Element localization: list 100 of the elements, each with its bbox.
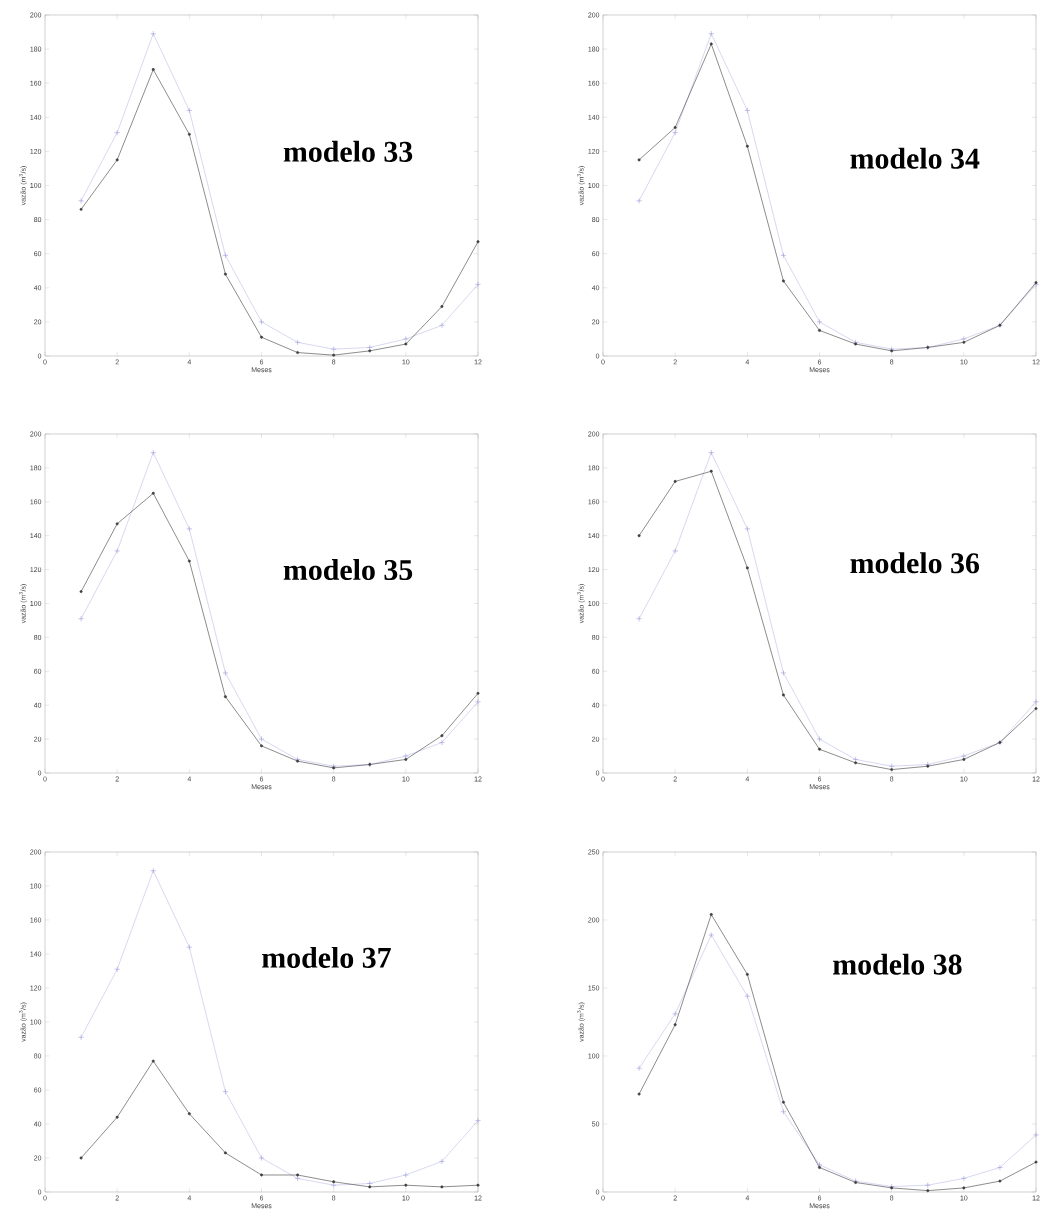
point (150, 30, 157, 37)
point (438, 322, 445, 329)
annotation: modelo 38 (832, 953, 962, 975)
point (781, 279, 785, 283)
point (708, 932, 715, 938)
point (673, 479, 677, 483)
point (330, 346, 337, 353)
point (114, 966, 120, 973)
point (332, 1180, 336, 1184)
point (745, 566, 749, 570)
point (115, 522, 119, 526)
point (186, 944, 193, 951)
point (296, 351, 299, 355)
point (817, 328, 821, 332)
point (186, 526, 193, 532)
annotation: modelo 33 (283, 140, 413, 162)
point (259, 335, 263, 339)
point (222, 252, 229, 259)
point (1034, 707, 1038, 711)
point (960, 336, 967, 342)
point (672, 548, 678, 554)
point (672, 129, 678, 136)
annotation: modelo 34 (850, 147, 980, 169)
point (709, 913, 713, 917)
point (438, 739, 445, 746)
point (223, 695, 227, 699)
point (258, 1155, 265, 1161)
point (637, 534, 641, 538)
point (816, 736, 823, 742)
point (366, 344, 373, 351)
point (962, 757, 966, 761)
point (222, 670, 229, 676)
point (258, 736, 265, 742)
point (745, 144, 749, 148)
point (960, 1175, 967, 1182)
point (187, 559, 191, 563)
point (404, 757, 408, 761)
point (402, 1172, 409, 1178)
point (296, 1173, 299, 1177)
point (709, 469, 713, 473)
point (637, 1092, 641, 1096)
point (115, 1115, 119, 1119)
point (368, 1185, 372, 1189)
point (366, 1180, 373, 1187)
point (332, 353, 336, 357)
point (186, 107, 193, 114)
point (151, 68, 155, 72)
point (781, 1100, 785, 1104)
point (637, 158, 641, 162)
point (115, 158, 119, 162)
point (817, 1166, 821, 1170)
point (476, 1183, 480, 1187)
point (962, 340, 966, 344)
point (79, 1156, 83, 1160)
point (294, 339, 301, 346)
point (924, 1182, 931, 1189)
point (402, 753, 409, 759)
point (854, 761, 857, 765)
point (404, 342, 408, 346)
point (223, 1151, 227, 1155)
point (440, 734, 444, 738)
point (960, 753, 967, 759)
point (890, 768, 894, 772)
point (476, 240, 480, 244)
point (187, 1112, 191, 1116)
point (780, 1108, 787, 1115)
point (781, 693, 785, 697)
point (150, 449, 157, 456)
point (259, 744, 263, 748)
point (962, 1186, 966, 1190)
point (673, 126, 677, 130)
point (368, 349, 372, 353)
point (294, 1175, 301, 1182)
point (744, 993, 751, 1000)
point (744, 107, 751, 114)
annotation: modelo 36 (850, 552, 979, 574)
point (996, 1164, 1003, 1171)
point (998, 1179, 1002, 1183)
point (817, 747, 821, 751)
point (222, 1088, 229, 1095)
point (114, 129, 120, 136)
point (816, 318, 823, 325)
point (708, 30, 715, 37)
point (780, 670, 787, 676)
point (744, 526, 751, 532)
point (673, 1023, 677, 1027)
point (476, 691, 480, 695)
point (150, 867, 157, 874)
point (440, 1185, 444, 1189)
point (440, 305, 444, 309)
point (259, 1173, 263, 1177)
point (852, 756, 859, 763)
point (438, 1158, 445, 1165)
point (79, 207, 83, 211)
point (114, 548, 120, 554)
point (709, 42, 713, 46)
point (223, 272, 227, 276)
point (1034, 1160, 1038, 1164)
point (258, 318, 265, 325)
point (888, 763, 895, 770)
